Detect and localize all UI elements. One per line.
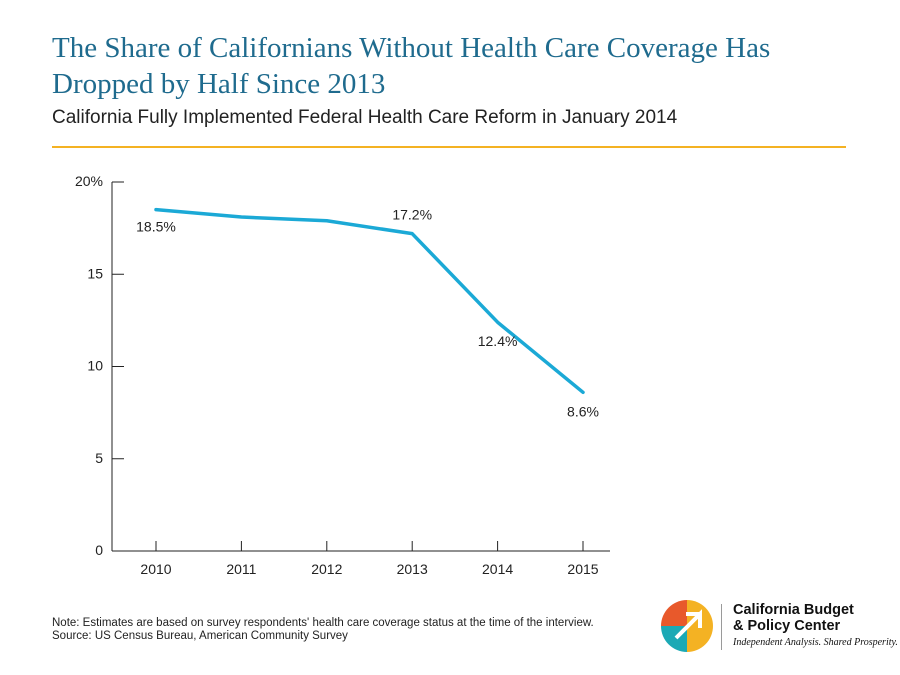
logo-mark-icon — [661, 600, 713, 652]
x-tick-label: 2011 — [226, 561, 256, 577]
organization-logo: California Budget & Policy Center Indepe… — [656, 598, 898, 658]
x-tick-label: 2014 — [482, 561, 513, 577]
data-label: 17.2% — [392, 207, 432, 223]
y-tick-label: 5 — [95, 450, 103, 466]
y-tick-label: 0 — [95, 542, 103, 558]
chart-subtitle: California Fully Implemented Federal Hea… — [52, 107, 678, 128]
data-label: 18.5% — [136, 219, 176, 235]
logo-name: California Budget & Policy Center — [733, 602, 854, 634]
series-line — [154, 207, 585, 395]
x-tick-label: 2015 — [567, 561, 598, 577]
logo-divider — [721, 604, 722, 650]
y-tick-label: 15 — [87, 265, 103, 281]
data-label: 8.6% — [567, 403, 599, 419]
chart-marks: 18.5% 17.2% 12.4% 8.6% — [136, 207, 599, 420]
data-label: 12.4% — [478, 333, 518, 349]
chart-axes: 0 5 10 15 20% 2010 2011 2012 2013 2014 2015 — [75, 173, 610, 577]
y-tick-label: 10 — [87, 358, 103, 374]
note-text: Note: Estimates are based on survey resp… — [52, 617, 594, 629]
logo-orange-segment — [661, 600, 687, 626]
x-tick-label: 2010 — [140, 561, 171, 577]
logo-tagline: Independent Analysis. Shared Prosperity. — [733, 637, 898, 648]
x-tick-label: 2013 — [397, 561, 428, 577]
logo-name-line2: & Policy Center — [733, 618, 841, 634]
x-tick-label: 2012 — [311, 561, 342, 577]
source-text: Source: US Census Bureau, American Commu… — [52, 630, 348, 642]
logo-yellow-segment-lower — [687, 626, 713, 652]
y-tick-label: 20% — [75, 173, 103, 189]
logo-arrow-icon — [674, 609, 702, 640]
logo-name-line1: California Budget — [733, 602, 854, 618]
chart-title: The Share of Californians Without Health… — [52, 32, 771, 100]
chart-footnote: Note: Estimates are based on survey resp… — [52, 617, 612, 643]
title-divider — [52, 146, 846, 148]
